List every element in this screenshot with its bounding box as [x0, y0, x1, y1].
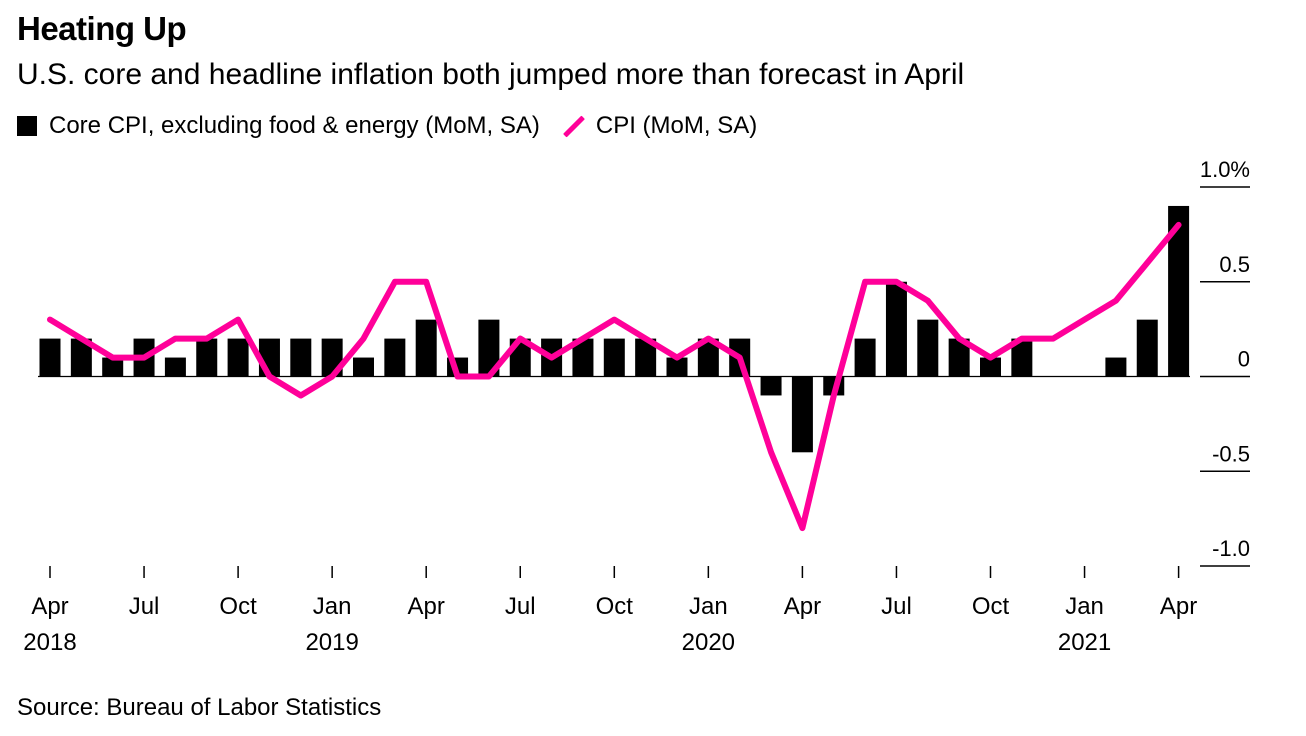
core-cpi-bar: [791, 376, 813, 453]
core-cpi-bar: [1011, 338, 1033, 377]
chart-title: Heating Up: [17, 10, 187, 47]
x-year-label: 2020: [682, 629, 735, 656]
x-tick-label: Apr: [31, 593, 68, 620]
core-cpi-bar: [1042, 376, 1064, 377]
core-cpi-bar: [885, 281, 907, 377]
y-tick-label: -1.0: [1212, 536, 1250, 561]
core-cpi-bar: [1105, 357, 1127, 377]
x-tick-label: Oct: [219, 593, 257, 620]
x-tick-label: Apr: [1160, 593, 1197, 620]
core-cpi-bar: [980, 357, 1001, 377]
chart-subtitle: U.S. core and headline inflation both ju…: [17, 58, 965, 91]
core-cpi-bar: [39, 338, 61, 377]
core-cpi-bar: [415, 319, 437, 377]
y-tick-label: -0.5: [1212, 441, 1250, 466]
x-tick-label: Jul: [505, 593, 536, 620]
core-cpi-bar: [1074, 376, 1096, 377]
x-tick-label: Oct: [972, 593, 1010, 620]
core-cpi-bar: [164, 357, 186, 377]
core-cpi-bar: [353, 357, 374, 377]
core-cpi-bar: [948, 338, 970, 377]
x-tick-label: Jan: [1065, 593, 1104, 620]
x-tick-label: Jul: [129, 593, 160, 620]
core-cpi-bar: [666, 357, 688, 377]
y-tick-label: 0: [1238, 347, 1250, 372]
source-note: Source: Bureau of Labor Statistics: [17, 694, 382, 721]
legend: Core CPI, excluding food & energy (MoM, …: [17, 112, 757, 140]
x-tick-label: Jan: [689, 593, 728, 620]
x-year-label: 2021: [1058, 629, 1111, 656]
legend-core-label: Core CPI, excluding food & energy (MoM, …: [49, 112, 540, 139]
x-tick-label: Apr: [408, 593, 445, 620]
core-cpi-bar: [760, 376, 782, 396]
legend-core-swatch: [17, 116, 37, 136]
core-cpi-bar: [603, 338, 625, 377]
x-year-label: 2018: [23, 629, 76, 656]
x-tick-label: Apr: [784, 593, 821, 620]
legend-cpi-label: CPI (MoM, SA): [595, 112, 758, 139]
core-cpi-bar: [1168, 205, 1190, 377]
core-cpi-bar: [70, 338, 92, 377]
y-tick-label: 0.5: [1219, 252, 1250, 277]
core-cpi-bar: [917, 319, 939, 377]
core-cpi-bar: [854, 338, 876, 377]
core-cpi-bar: [1136, 319, 1158, 377]
x-tick-label: Jan: [313, 593, 352, 620]
core-cpi-bar: [290, 338, 312, 377]
cpi-line: [47, 221, 1182, 532]
y-tick-label: 1.0%: [1200, 157, 1250, 182]
core-cpi-bar: [697, 338, 719, 377]
x-year-label: 2019: [305, 629, 358, 656]
core-cpi-bar: [102, 357, 124, 377]
core-cpi-bar: [384, 338, 406, 377]
x-tick-label: Jul: [881, 593, 912, 620]
core-cpi-bar: [478, 319, 500, 377]
core-cpi-bar: [572, 338, 594, 377]
x-tick-label: Oct: [596, 593, 634, 620]
core-cpi-bar: [196, 338, 218, 377]
core-cpi-bar: [635, 338, 657, 377]
core-cpi-bar: [227, 338, 249, 377]
